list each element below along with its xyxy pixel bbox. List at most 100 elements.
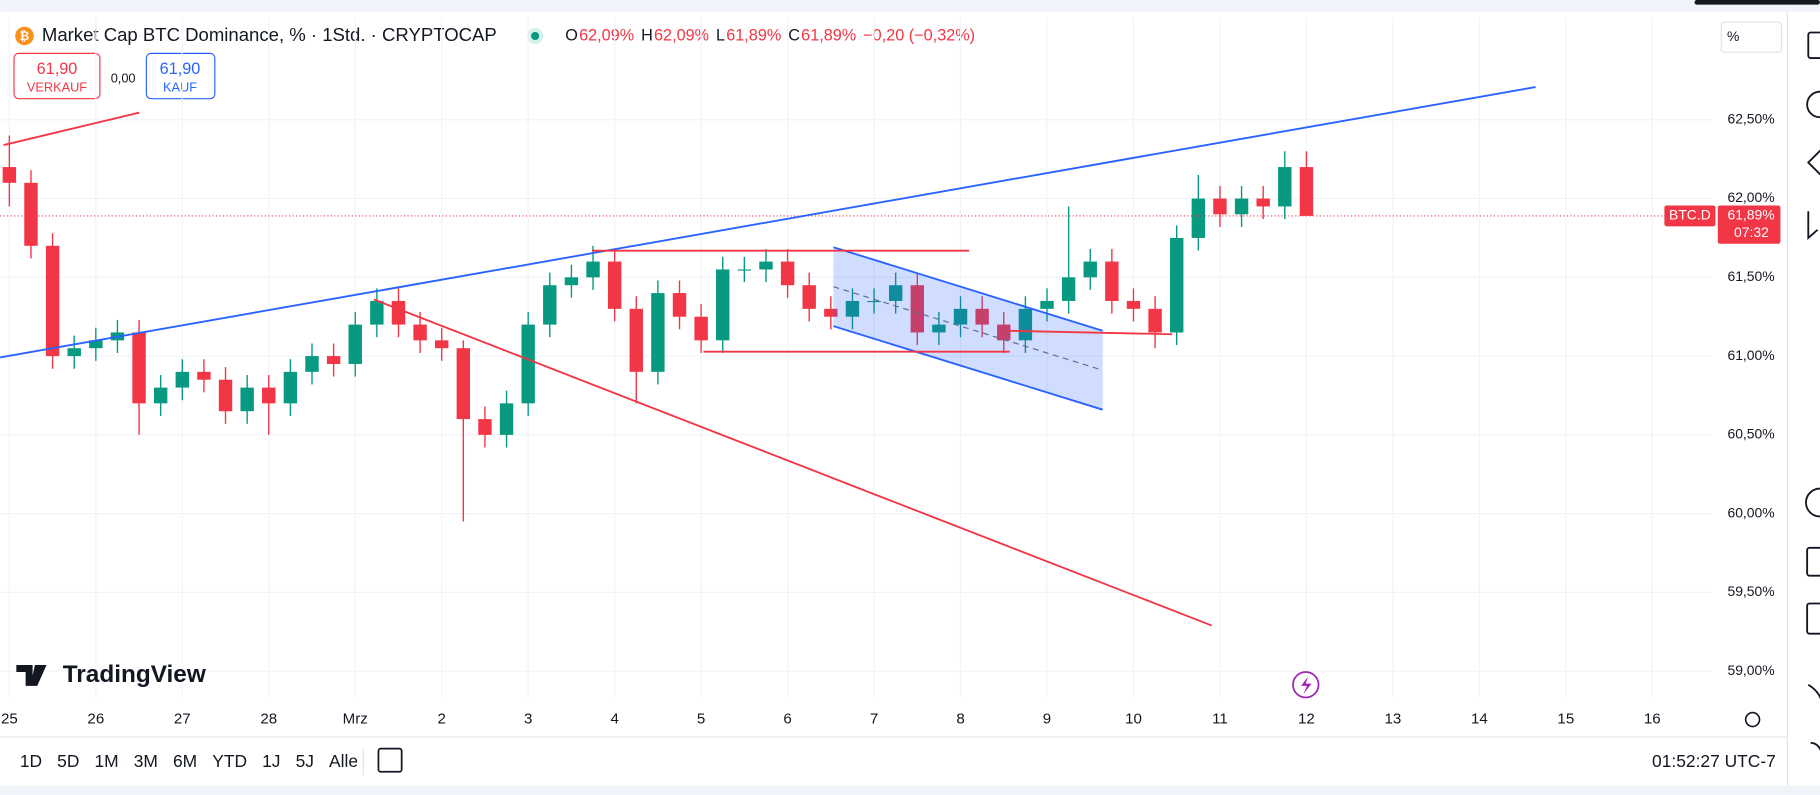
x-tick-label: 3 xyxy=(524,711,532,728)
x-tick-label: 13 xyxy=(1384,711,1401,728)
clock: 01:52:27 UTC-7 xyxy=(1652,751,1776,771)
candle-body xyxy=(348,324,362,364)
top-button xyxy=(1694,0,1820,5)
candle-body xyxy=(283,371,298,404)
coin-symbol: ₿ xyxy=(20,30,29,43)
range-button[interactable]: 1J xyxy=(262,751,280,771)
drawings xyxy=(0,86,1536,627)
candle-body xyxy=(780,261,795,286)
candle-body xyxy=(132,332,146,404)
candle-body xyxy=(997,324,1011,341)
candle-body xyxy=(67,348,81,357)
range-button[interactable]: 3M xyxy=(134,751,158,771)
logo-mark xyxy=(16,665,47,686)
candle-body xyxy=(240,387,254,412)
candle-body xyxy=(672,293,687,317)
range-button[interactable]: 5J xyxy=(296,751,314,771)
range-button[interactable]: 1M xyxy=(94,751,118,771)
ohlc-key: H xyxy=(641,26,653,44)
range-toolbar: 1D 5D 1M 3M 6M YTD 1J 5J Alle xyxy=(20,751,358,771)
candle-body xyxy=(953,308,968,325)
candle-body xyxy=(456,348,471,420)
date-range-icon[interactable] xyxy=(377,747,403,773)
spread: 0,00 xyxy=(111,70,136,85)
candle-body xyxy=(1191,198,1206,238)
candle-body xyxy=(543,285,557,325)
candle-body xyxy=(326,356,341,364)
plot-layer: BTC.D 61,89%07:32 xyxy=(0,135,1781,522)
candle-body xyxy=(413,324,427,341)
candle-body xyxy=(175,371,189,388)
y-tick-label: 62,50% xyxy=(1727,110,1774,126)
y-tick-label: 61,00% xyxy=(1727,347,1774,363)
x-tick-label: 9 xyxy=(1043,711,1051,728)
ohlc-group: O 62,09% H 62,09% L 61,89% C 61,89% xyxy=(565,26,856,44)
change: −0,20 (−0,32%) xyxy=(863,26,975,44)
ohlc-value: 61,89% xyxy=(801,26,856,44)
candle-body xyxy=(802,285,816,309)
candle-body xyxy=(1126,300,1141,309)
countdown: 07:32 xyxy=(1734,224,1769,240)
sell-button[interactable] xyxy=(13,52,101,100)
unit-label: % xyxy=(1727,28,1739,44)
x-tick-label: Mrz xyxy=(343,711,368,728)
candle-body xyxy=(932,324,946,333)
grid-layer: 59,00%59,50%60,00%60,50%61,00%61,50%62,0… xyxy=(0,17,1775,728)
candle-body xyxy=(629,308,643,372)
ohlc-key: C xyxy=(788,26,800,44)
x-tick-label: 26 xyxy=(87,711,104,728)
candle-body xyxy=(694,316,708,341)
candle-body xyxy=(1061,277,1076,301)
range-button[interactable]: YTD xyxy=(212,751,247,771)
candle-body xyxy=(370,300,384,325)
candle-body xyxy=(89,340,103,349)
y-tick-label: 60,00% xyxy=(1727,504,1774,520)
x-tick-label: 28 xyxy=(260,711,277,728)
y-tick-label: 62,00% xyxy=(1727,189,1774,205)
symbol-tag-bg xyxy=(1664,205,1716,227)
candle-body xyxy=(759,261,773,270)
settings-icon[interactable] xyxy=(1744,711,1761,728)
status-dot xyxy=(531,31,540,41)
y-tick-label: 59,00% xyxy=(1727,662,1774,678)
candle-body xyxy=(521,324,535,404)
candle-body xyxy=(1278,167,1292,207)
range-button[interactable]: 5D xyxy=(57,751,79,771)
candle-body xyxy=(1148,308,1162,333)
candle-body xyxy=(1234,198,1249,215)
x-tick-label: 6 xyxy=(783,711,791,728)
candle-body xyxy=(564,277,579,286)
buy-price: 61,90 xyxy=(160,60,201,78)
candle-body xyxy=(435,340,449,349)
symbol-tag: BTC.D xyxy=(1669,207,1711,223)
sell-price: 61,90 xyxy=(37,60,78,78)
candle-body xyxy=(305,356,319,372)
x-tick-label: 15 xyxy=(1557,711,1574,728)
unit-button[interactable] xyxy=(1720,21,1783,53)
coin-icon xyxy=(15,26,34,46)
y-tick-label: 60,50% xyxy=(1727,426,1774,442)
candle-body xyxy=(1040,300,1054,309)
range-button[interactable]: 1D xyxy=(20,751,42,771)
buy-button[interactable] xyxy=(145,52,216,100)
x-tick-label: 12 xyxy=(1298,711,1315,728)
sell-label: VERKAUF xyxy=(27,80,87,95)
candle-body xyxy=(218,379,233,412)
candle-body xyxy=(197,371,211,380)
x-tick-label: 27 xyxy=(174,711,191,728)
candle-body xyxy=(888,285,903,301)
bottom-bar xyxy=(0,785,1820,795)
candle-body xyxy=(1018,308,1033,341)
x-tick-label: 5 xyxy=(697,711,705,728)
x-tick-label: 2 xyxy=(438,711,446,728)
top-bar xyxy=(0,0,1820,12)
candle-body xyxy=(737,269,752,271)
x-tick-label: 25 xyxy=(1,711,18,728)
range-button[interactable]: Alle xyxy=(329,751,358,771)
range-button[interactable]: 6M xyxy=(173,751,197,771)
candle-body xyxy=(478,419,492,435)
candle-body xyxy=(607,261,622,309)
ohlc-value: 62,09% xyxy=(579,26,634,44)
x-tick-label: 14 xyxy=(1471,711,1488,728)
